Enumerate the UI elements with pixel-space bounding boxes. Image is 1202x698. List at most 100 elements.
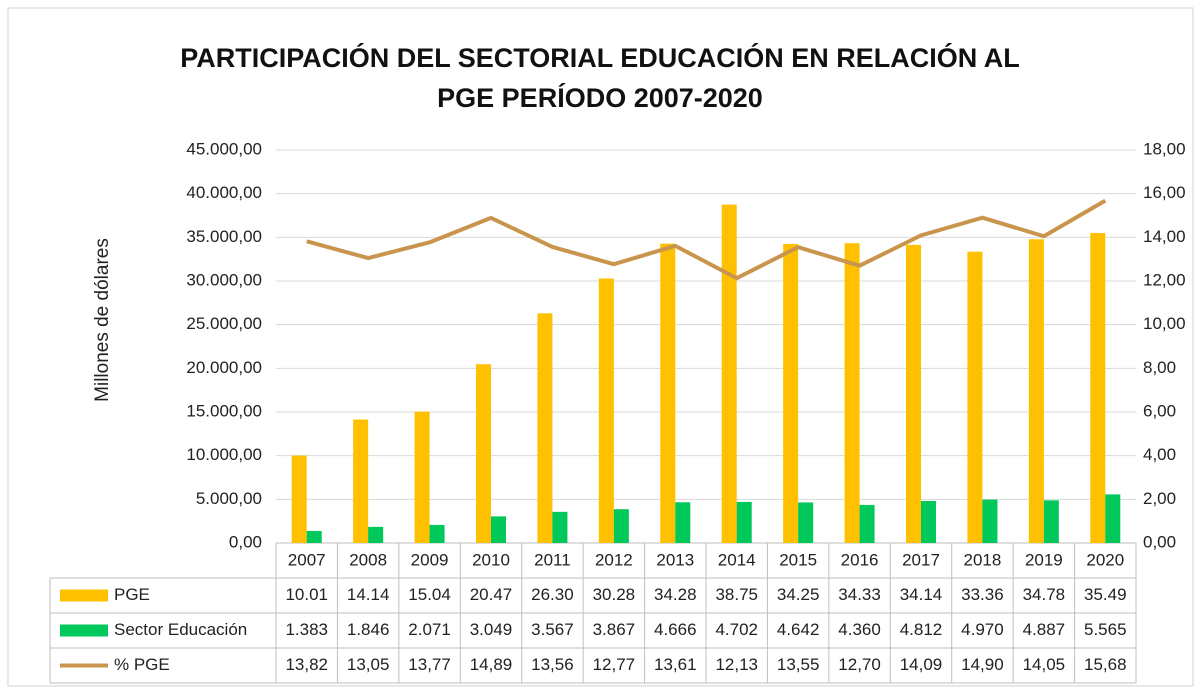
y2-tick-label: 18,00 [1143,139,1186,158]
bar [429,524,445,543]
bar [982,499,998,543]
bar [552,511,568,543]
bar [1090,233,1106,543]
bar [906,244,921,543]
y-tick-label: 20.000,00 [186,358,262,377]
x-tick-label: 2014 [718,550,756,569]
y-tick-label: 0,00 [229,532,262,551]
y-tick-label: 30.000,00 [186,270,262,289]
table-value: 35.49 [1084,585,1127,604]
x-tick-label: 2013 [656,550,694,569]
y-axis-label: Millones de dólares [92,238,113,402]
bar [491,516,506,543]
table-value: 33.36 [961,585,1004,604]
table-value: 14,09 [900,655,943,674]
table-value: 14.14 [347,585,390,604]
bar [306,530,322,543]
x-tick-label: 2010 [472,550,510,569]
y2-tick-label: 0,00 [1143,532,1176,551]
bar [660,243,676,543]
table-value: 4.887 [1023,620,1066,639]
bar [476,364,491,543]
table-value: 13,55 [777,655,820,674]
table-value: 20.47 [470,585,513,604]
bar [844,243,860,543]
table-value: 4.970 [961,620,1004,639]
y2-tick-label: 10,00 [1143,314,1186,333]
table-value: 4.666 [654,620,697,639]
chart-title: PGE PERÍODO 2007-2020 [437,82,763,113]
table-value: 4.812 [900,620,943,639]
y2-tick-label: 2,00 [1143,489,1176,508]
table-value: 3.049 [470,620,513,639]
table-value: 13,05 [347,655,390,674]
table-value: 3.867 [593,620,636,639]
table-value: 13,82 [285,655,328,674]
table-value: 3.567 [531,620,574,639]
y-tick-label: 5.000,00 [196,489,262,508]
y2-tick-label: 6,00 [1143,401,1176,420]
bar [736,501,752,543]
x-tick-label: 2007 [288,550,326,569]
table-value: 15.04 [408,585,451,604]
x-tick-label: 2017 [902,550,940,569]
x-tick-label: 2018 [964,550,1002,569]
chart-title: PARTICIPACIÓN DEL SECTORIAL EDUCACIÓN EN… [180,42,1020,73]
table-value: 26.30 [531,585,574,604]
table-value: 13,61 [654,655,697,674]
bar [353,419,369,543]
legend-key [60,589,108,602]
table-value: 34.14 [900,585,943,604]
bar [598,278,614,543]
table-value: 14,05 [1023,655,1066,674]
bar [368,526,384,543]
bar [921,500,936,543]
bar [414,411,430,543]
x-tick-label: 2011 [534,550,571,569]
y2-tick-label: 12,00 [1143,270,1186,289]
y-tick-label: 35.000,00 [186,227,262,246]
table-value: 4.360 [838,620,881,639]
bar [613,509,629,543]
table-value: 14,89 [470,655,513,674]
table-value: 10.01 [285,585,328,604]
table-value: 5.565 [1084,620,1127,639]
legend-label: % PGE [114,655,170,674]
table-value: 1.846 [347,620,390,639]
y-tick-label: 25.000,00 [186,314,262,333]
table-value: 4.642 [777,620,820,639]
line [306,198,1107,281]
bar [291,455,307,543]
y-tick-label: 45.000,00 [186,139,262,158]
legend-label: PGE [114,585,150,604]
table-value: 12,13 [715,655,758,674]
x-tick-label: 2009 [411,550,449,569]
bar [721,204,737,544]
bar [1028,239,1044,543]
bar [675,502,691,543]
table-value: 15,68 [1084,655,1127,674]
table-value: 1.383 [285,620,328,639]
x-tick-label: 2008 [349,550,387,569]
table-value: 34.78 [1023,585,1066,604]
table-value: 38.75 [715,585,758,604]
x-tick-label: 2012 [595,550,633,569]
table-value: 34.25 [777,585,820,604]
bar [798,502,814,543]
x-tick-label: 2019 [1025,550,1063,569]
table-value: 4.702 [715,620,758,639]
y2-tick-label: 16,00 [1143,183,1186,202]
bar [967,251,983,543]
y-tick-label: 10.000,00 [186,445,262,464]
x-tick-label: 2015 [779,550,817,569]
legend-key [60,624,108,637]
bar [783,243,799,543]
table-value: 30.28 [593,585,636,604]
bar [1105,494,1121,543]
table-value: 14,90 [961,655,1004,674]
x-tick-label: 2020 [1086,550,1124,569]
y-tick-label: 40.000,00 [186,183,262,202]
table-value: 34.28 [654,585,697,604]
x-tick-label: 2016 [841,550,879,569]
